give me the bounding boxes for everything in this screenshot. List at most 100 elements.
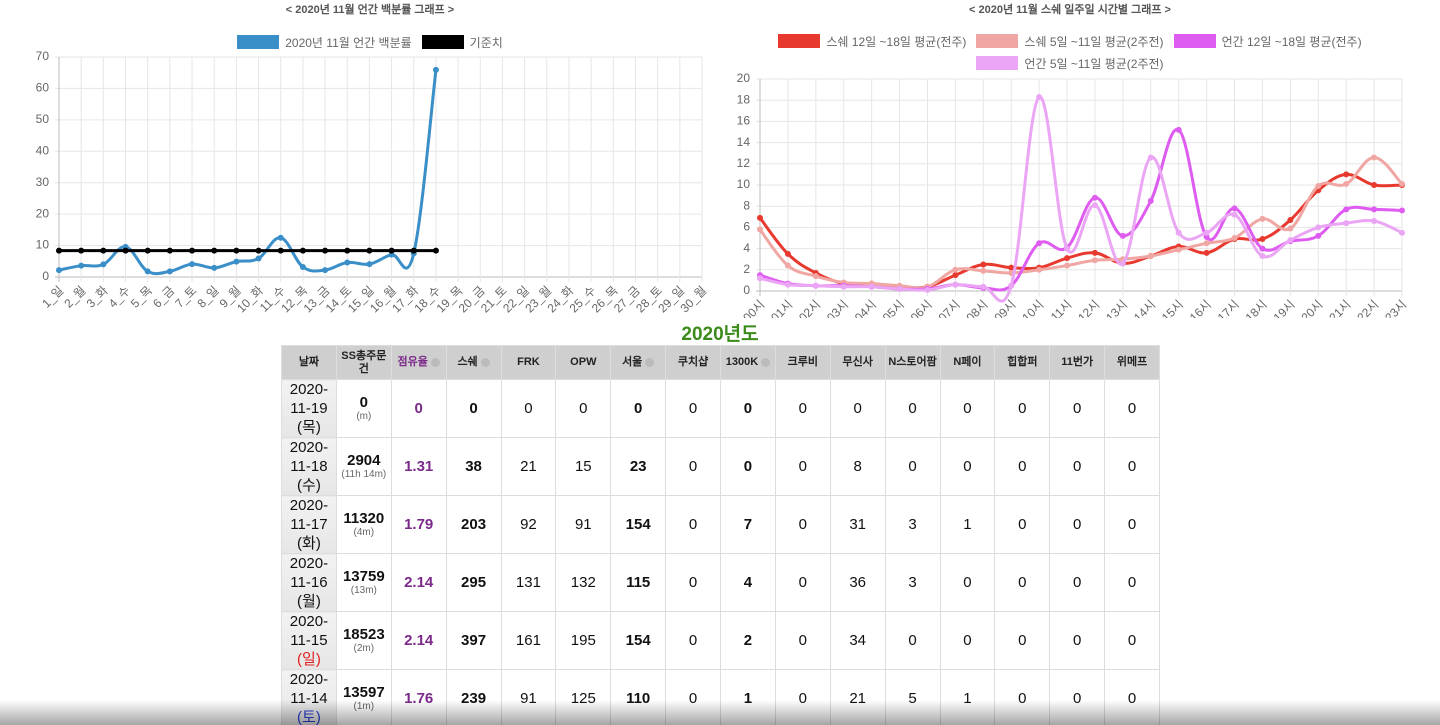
value-cell: 0 xyxy=(1104,495,1160,554)
legend-label: 언간 5일 ~11일 평균(2주전) xyxy=(1024,56,1164,71)
value-cell: 38 xyxy=(445,437,502,496)
point xyxy=(299,247,306,254)
column-header: 11번가 xyxy=(1049,345,1106,380)
point xyxy=(1343,180,1350,187)
date: 2020-11-18 xyxy=(289,439,329,475)
point xyxy=(1371,218,1378,225)
y-tick-label: 0 xyxy=(743,283,750,297)
x-tick-label: 07시 xyxy=(936,297,963,318)
header-label: 1300K xyxy=(725,356,759,368)
value-cell: 125 xyxy=(555,669,612,725)
legend-item: 2020년 11월 언간 백분률 xyxy=(237,34,412,50)
legend-swatch xyxy=(778,34,821,48)
x-tick-label: 01시 xyxy=(768,297,795,318)
x-tick-label: 14시 xyxy=(1131,297,1158,318)
value-cell: 154 xyxy=(610,611,667,670)
point xyxy=(277,247,284,254)
value-cell: 0 xyxy=(994,669,1051,725)
help-icon xyxy=(480,357,490,367)
x-tick-label: 30_월 xyxy=(678,283,710,315)
value-cell: 2.14 xyxy=(390,611,447,670)
point xyxy=(784,250,791,257)
point xyxy=(1008,264,1015,271)
point xyxy=(757,226,763,233)
y-tick-label: 50 xyxy=(36,112,50,126)
duration: (1m) xyxy=(353,701,375,712)
header-label: 위메프 xyxy=(1116,356,1148,368)
header-label: 무신사 xyxy=(842,356,873,368)
y-tick-label: 10 xyxy=(36,238,50,252)
value-cell: 0 xyxy=(1049,611,1106,670)
point xyxy=(784,281,791,288)
column-header: 1300K xyxy=(720,345,776,380)
point xyxy=(78,247,85,254)
y-tick-label: 30 xyxy=(36,175,50,189)
point xyxy=(1287,225,1294,232)
point xyxy=(144,268,151,275)
chart-title: < 2020년 11월 언간 백분률 그래프 > xyxy=(285,4,455,16)
point xyxy=(952,266,959,273)
value-cell: 0 xyxy=(774,379,831,438)
weekday: (수) xyxy=(297,477,321,494)
x-tick-label: 15시 xyxy=(1159,297,1186,318)
value-cell: 0 xyxy=(884,379,941,438)
point xyxy=(1175,126,1182,133)
orders: 0 xyxy=(359,394,368,411)
value-cell: 0 xyxy=(829,379,886,438)
point xyxy=(1343,171,1350,178)
point xyxy=(1259,215,1266,222)
value-cell: 1 xyxy=(939,669,996,725)
orders: 2904 xyxy=(347,452,381,469)
value-cell: 0 xyxy=(1104,553,1160,612)
header-label: SS총주문건 xyxy=(341,349,387,375)
x-tick-label: 12시 xyxy=(1075,297,1102,318)
table-title: 2020년도 xyxy=(681,324,759,345)
point xyxy=(1371,154,1378,161)
x-tick-label: 8_일 xyxy=(194,283,221,310)
header-label: FRK xyxy=(517,356,540,368)
point xyxy=(896,285,903,292)
date-cell: 2020-11-18 (수) xyxy=(281,437,337,496)
point xyxy=(1259,236,1266,243)
column-header: 힙합퍼 xyxy=(994,345,1051,380)
date: 2020-11-14 xyxy=(289,671,329,707)
point xyxy=(1315,232,1322,239)
y-tick-label: 40 xyxy=(36,143,50,157)
value-cell: 0 xyxy=(390,379,447,438)
date: 2020-11-15 xyxy=(289,613,329,649)
point xyxy=(1287,216,1294,223)
point xyxy=(1399,229,1405,236)
x-tick-label: 19시 xyxy=(1271,297,1298,318)
point xyxy=(233,258,240,265)
value-cell: 0 xyxy=(774,669,831,725)
orders: 18523 xyxy=(342,626,385,643)
x-tick-label: 1_일 xyxy=(39,283,66,310)
orders-cell: 11320 (4m) xyxy=(335,495,392,554)
orders-cell: 13759 (13m) xyxy=(335,553,392,612)
point xyxy=(1036,266,1043,273)
column-header: 크루비 xyxy=(774,345,831,380)
value-cell: 15 xyxy=(555,437,612,496)
table-row: 2020-11-17 (화) 11320 (4m) 1.79 203 92 91 154 0 7 0 3… xyxy=(281,495,1160,554)
point xyxy=(924,286,931,293)
header-label: 점유율 xyxy=(397,356,428,368)
value-cell: 21 xyxy=(829,669,886,725)
legend-swatch xyxy=(976,34,1019,48)
x-tick-label: 21시 xyxy=(1326,297,1353,318)
weekday: (토) xyxy=(297,709,321,725)
value-cell: 0 xyxy=(1049,495,1106,554)
legend-item: 스쉐 5일 ~11일 평균(2주전) xyxy=(976,33,1164,49)
point xyxy=(1203,233,1210,240)
weekday: (일) xyxy=(297,651,321,668)
point xyxy=(1064,262,1071,269)
value-cell: 0 xyxy=(665,669,721,725)
column-header: N스토어팜 xyxy=(884,345,941,380)
legend-label: 언간 12일 ~18일 평균(전주) xyxy=(1221,34,1362,49)
value-cell: 7 xyxy=(720,495,776,554)
point xyxy=(366,247,373,254)
x-tick-label: 20시 xyxy=(1298,297,1325,318)
charts: 0102030405060701_일2_월3_화4_수5_목6_금7_토8_일9… xyxy=(36,49,1410,318)
value-cell: 0 xyxy=(720,379,776,438)
value-cell: 0 xyxy=(665,611,721,670)
value-cell: 1 xyxy=(939,495,996,554)
